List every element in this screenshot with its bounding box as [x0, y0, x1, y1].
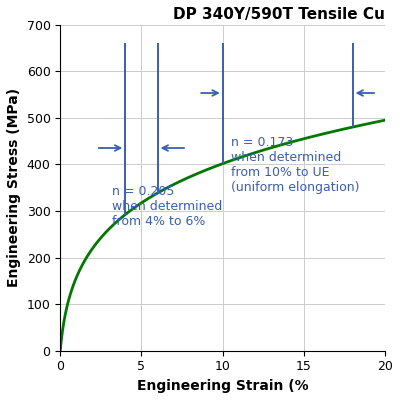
X-axis label: Engineering Strain (%: Engineering Strain (%: [137, 379, 308, 393]
Y-axis label: Engineering Stress (MPa): Engineering Stress (MPa): [7, 88, 21, 287]
Text: DP 340Y/590T Tensile Cu: DP 340Y/590T Tensile Cu: [173, 7, 385, 22]
Text: n = 0.173
when determined
from 10% to UE
(uniform elongation): n = 0.173 when determined from 10% to UE…: [231, 136, 359, 194]
Text: n = 0.205
when determined
from 4% to 6%: n = 0.205 when determined from 4% to 6%: [112, 185, 222, 228]
